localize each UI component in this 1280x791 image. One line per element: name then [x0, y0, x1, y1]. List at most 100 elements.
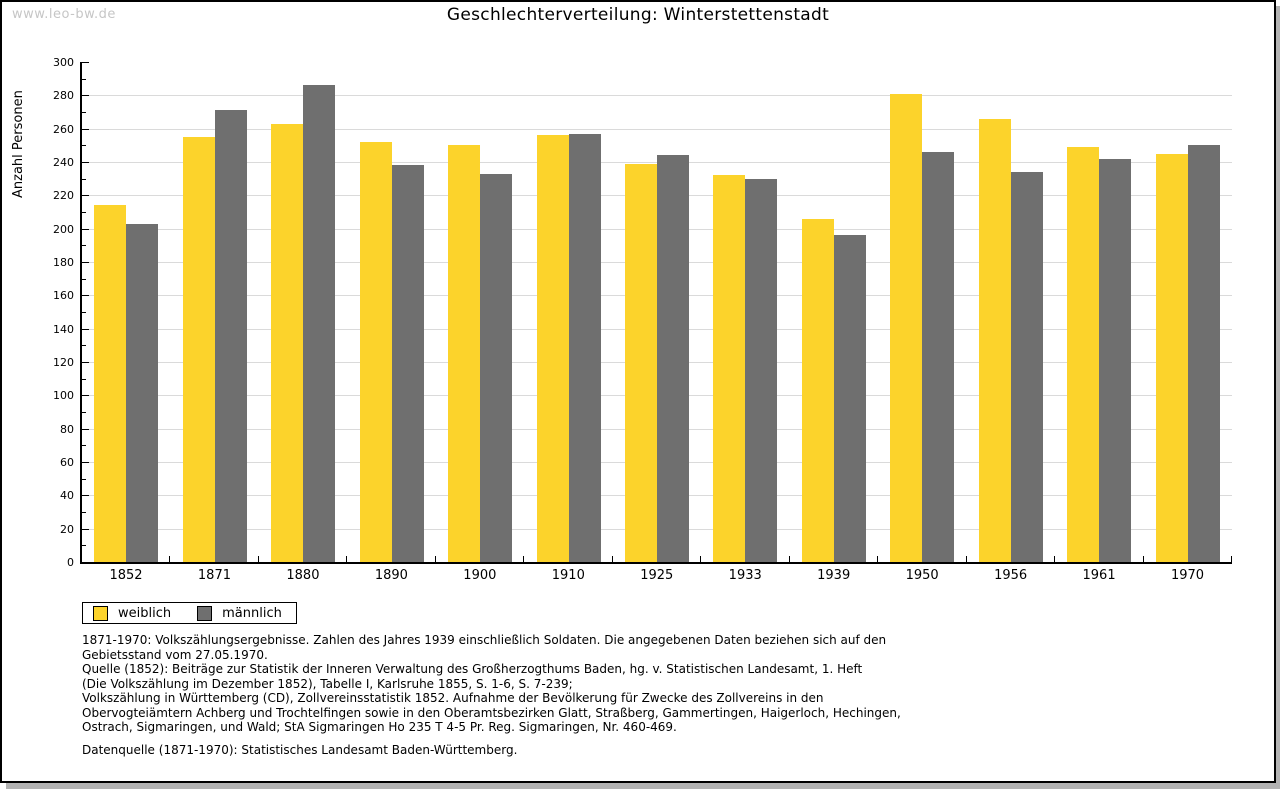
y-tick — [82, 312, 86, 313]
y-tick — [82, 62, 89, 63]
y-tick — [82, 195, 89, 197]
datasource-note: Datenquelle (1871-1970): Statistisches L… — [82, 743, 518, 757]
y-tick — [82, 128, 89, 130]
legend-item-maennlich: männlich — [197, 605, 282, 621]
source-note-line: Obervogteiämtern Achberg und Trochtelfin… — [82, 705, 901, 720]
x-tick-label: 1933 — [728, 568, 762, 583]
x-tick — [611, 556, 613, 562]
maennlich-swatch-icon — [197, 605, 213, 621]
bar-weiblich-1880 — [271, 123, 304, 562]
y-tick — [82, 378, 86, 380]
bar-weiblich-1970 — [1155, 153, 1188, 562]
x-tick-label: 1950 — [905, 568, 939, 583]
y-tick — [82, 178, 86, 180]
y-tick-label: 200 — [53, 222, 74, 236]
x-tick — [523, 556, 525, 562]
x-axis-line — [80, 562, 1232, 564]
bar-weiblich-1871 — [182, 137, 215, 562]
y-tick-label: 300 — [53, 56, 74, 69]
page-title: Geschlechterverteilung: Winterstettensta… — [446, 5, 830, 25]
bar-männlich-1939 — [833, 235, 866, 562]
y-tick — [82, 328, 89, 330]
y-tick — [82, 528, 89, 530]
source-notes: 1871-1970: Volkszählungsergebnisse. Zahl… — [82, 633, 1212, 735]
bar-weiblich-1890 — [359, 142, 392, 562]
y-tick-label: 240 — [53, 156, 74, 169]
bar-männlich-1970 — [1187, 145, 1220, 562]
y-tick-label: 260 — [53, 122, 74, 136]
y-tick — [82, 362, 89, 363]
y-tick — [82, 162, 89, 163]
y-tick — [82, 212, 86, 213]
source-note-line: Quelle (1852): Beiträge zur Statistik de… — [82, 662, 863, 676]
y-tick — [82, 295, 89, 297]
bar-männlich-1950 — [922, 152, 955, 562]
source-note-line: Volkszählung in Württemberg (CD), Zollve… — [82, 691, 824, 705]
weiblich-swatch-icon — [93, 605, 108, 621]
y-tick — [82, 562, 89, 563]
legend-label: männlich — [222, 605, 282, 621]
y-tick-label: 160 — [53, 289, 74, 303]
bar-männlich-1852 — [126, 223, 159, 562]
bar-männlich-1933 — [745, 178, 778, 562]
x-tick — [169, 556, 171, 562]
y-tick — [82, 278, 86, 280]
y-tick-label: 140 — [53, 322, 74, 336]
y-tick — [82, 395, 89, 397]
y-tick-label: 20 — [60, 522, 74, 536]
y-tick-label: 120 — [53, 356, 74, 369]
x-tick-label: 1880 — [286, 568, 320, 583]
legend: weiblich männlich — [82, 602, 297, 624]
y-tick — [82, 145, 86, 147]
x-tick-label: 1925 — [640, 568, 674, 583]
x-tick-label: 1956 — [994, 568, 1028, 583]
source-note-line: Gebietsstand vom 27.05.1970. — [82, 647, 268, 662]
bar-weiblich-1950 — [890, 93, 923, 562]
x-tick — [434, 556, 436, 562]
gridline — [82, 128, 1232, 130]
y-tick — [82, 112, 86, 113]
bar-männlich-1900 — [480, 173, 513, 562]
bar-weiblich-1933 — [713, 175, 746, 562]
x-tick-label: 1939 — [817, 568, 851, 583]
bar-chart-plot: 0 20 40 60 80 100 120 140 160 180 200 220 240 260 280 3… — [2, 2, 1274, 781]
y-tick — [82, 262, 89, 263]
bar-weiblich-1900 — [448, 145, 481, 562]
y-tick-label: 60 — [60, 456, 74, 469]
watermark: www.leo-bw.de — [12, 7, 116, 22]
y-tick-label: 0 — [67, 556, 74, 569]
source-note-line: (Die Volkszählung im Dezember 1852), Tab… — [82, 676, 573, 691]
bar-weiblich-1910 — [536, 135, 569, 562]
x-tick — [700, 556, 702, 562]
y-tick — [82, 545, 86, 547]
y-tick — [82, 95, 89, 97]
y-tick-label: 180 — [53, 256, 74, 269]
bar-weiblich-1961 — [1067, 147, 1100, 562]
x-tick-label: 1961 — [1082, 568, 1116, 583]
bar-weiblich-1925 — [625, 163, 657, 562]
x-tick — [1142, 556, 1144, 562]
legend-label: weiblich — [118, 605, 172, 621]
y-tick — [82, 228, 89, 230]
x-tick — [788, 556, 790, 562]
bar-weiblich-1939 — [801, 218, 834, 562]
bar-männlich-1925 — [657, 155, 689, 562]
x-tick-label: 1970 — [1170, 568, 1205, 583]
x-tick — [346, 556, 348, 562]
y-tick — [82, 78, 86, 80]
y-tick — [82, 512, 86, 513]
bar-männlich-1890 — [391, 165, 424, 562]
x-tick — [1054, 556, 1056, 562]
bar-männlich-1910 — [568, 133, 601, 562]
y-tick — [82, 495, 89, 497]
x-tick — [965, 556, 967, 562]
y-tick-label: 220 — [53, 189, 74, 203]
source-note-line: Ostrach, Sigmaringen, und Wald; StA Sigm… — [82, 720, 677, 734]
bar-weiblich-1956 — [978, 118, 1011, 562]
x-tick-label: 1871 — [197, 568, 231, 583]
y-axis-line — [80, 62, 82, 564]
bar-männlich-1956 — [1010, 172, 1043, 562]
x-tick-label: 1900 — [463, 568, 497, 583]
y-tick — [82, 428, 89, 430]
